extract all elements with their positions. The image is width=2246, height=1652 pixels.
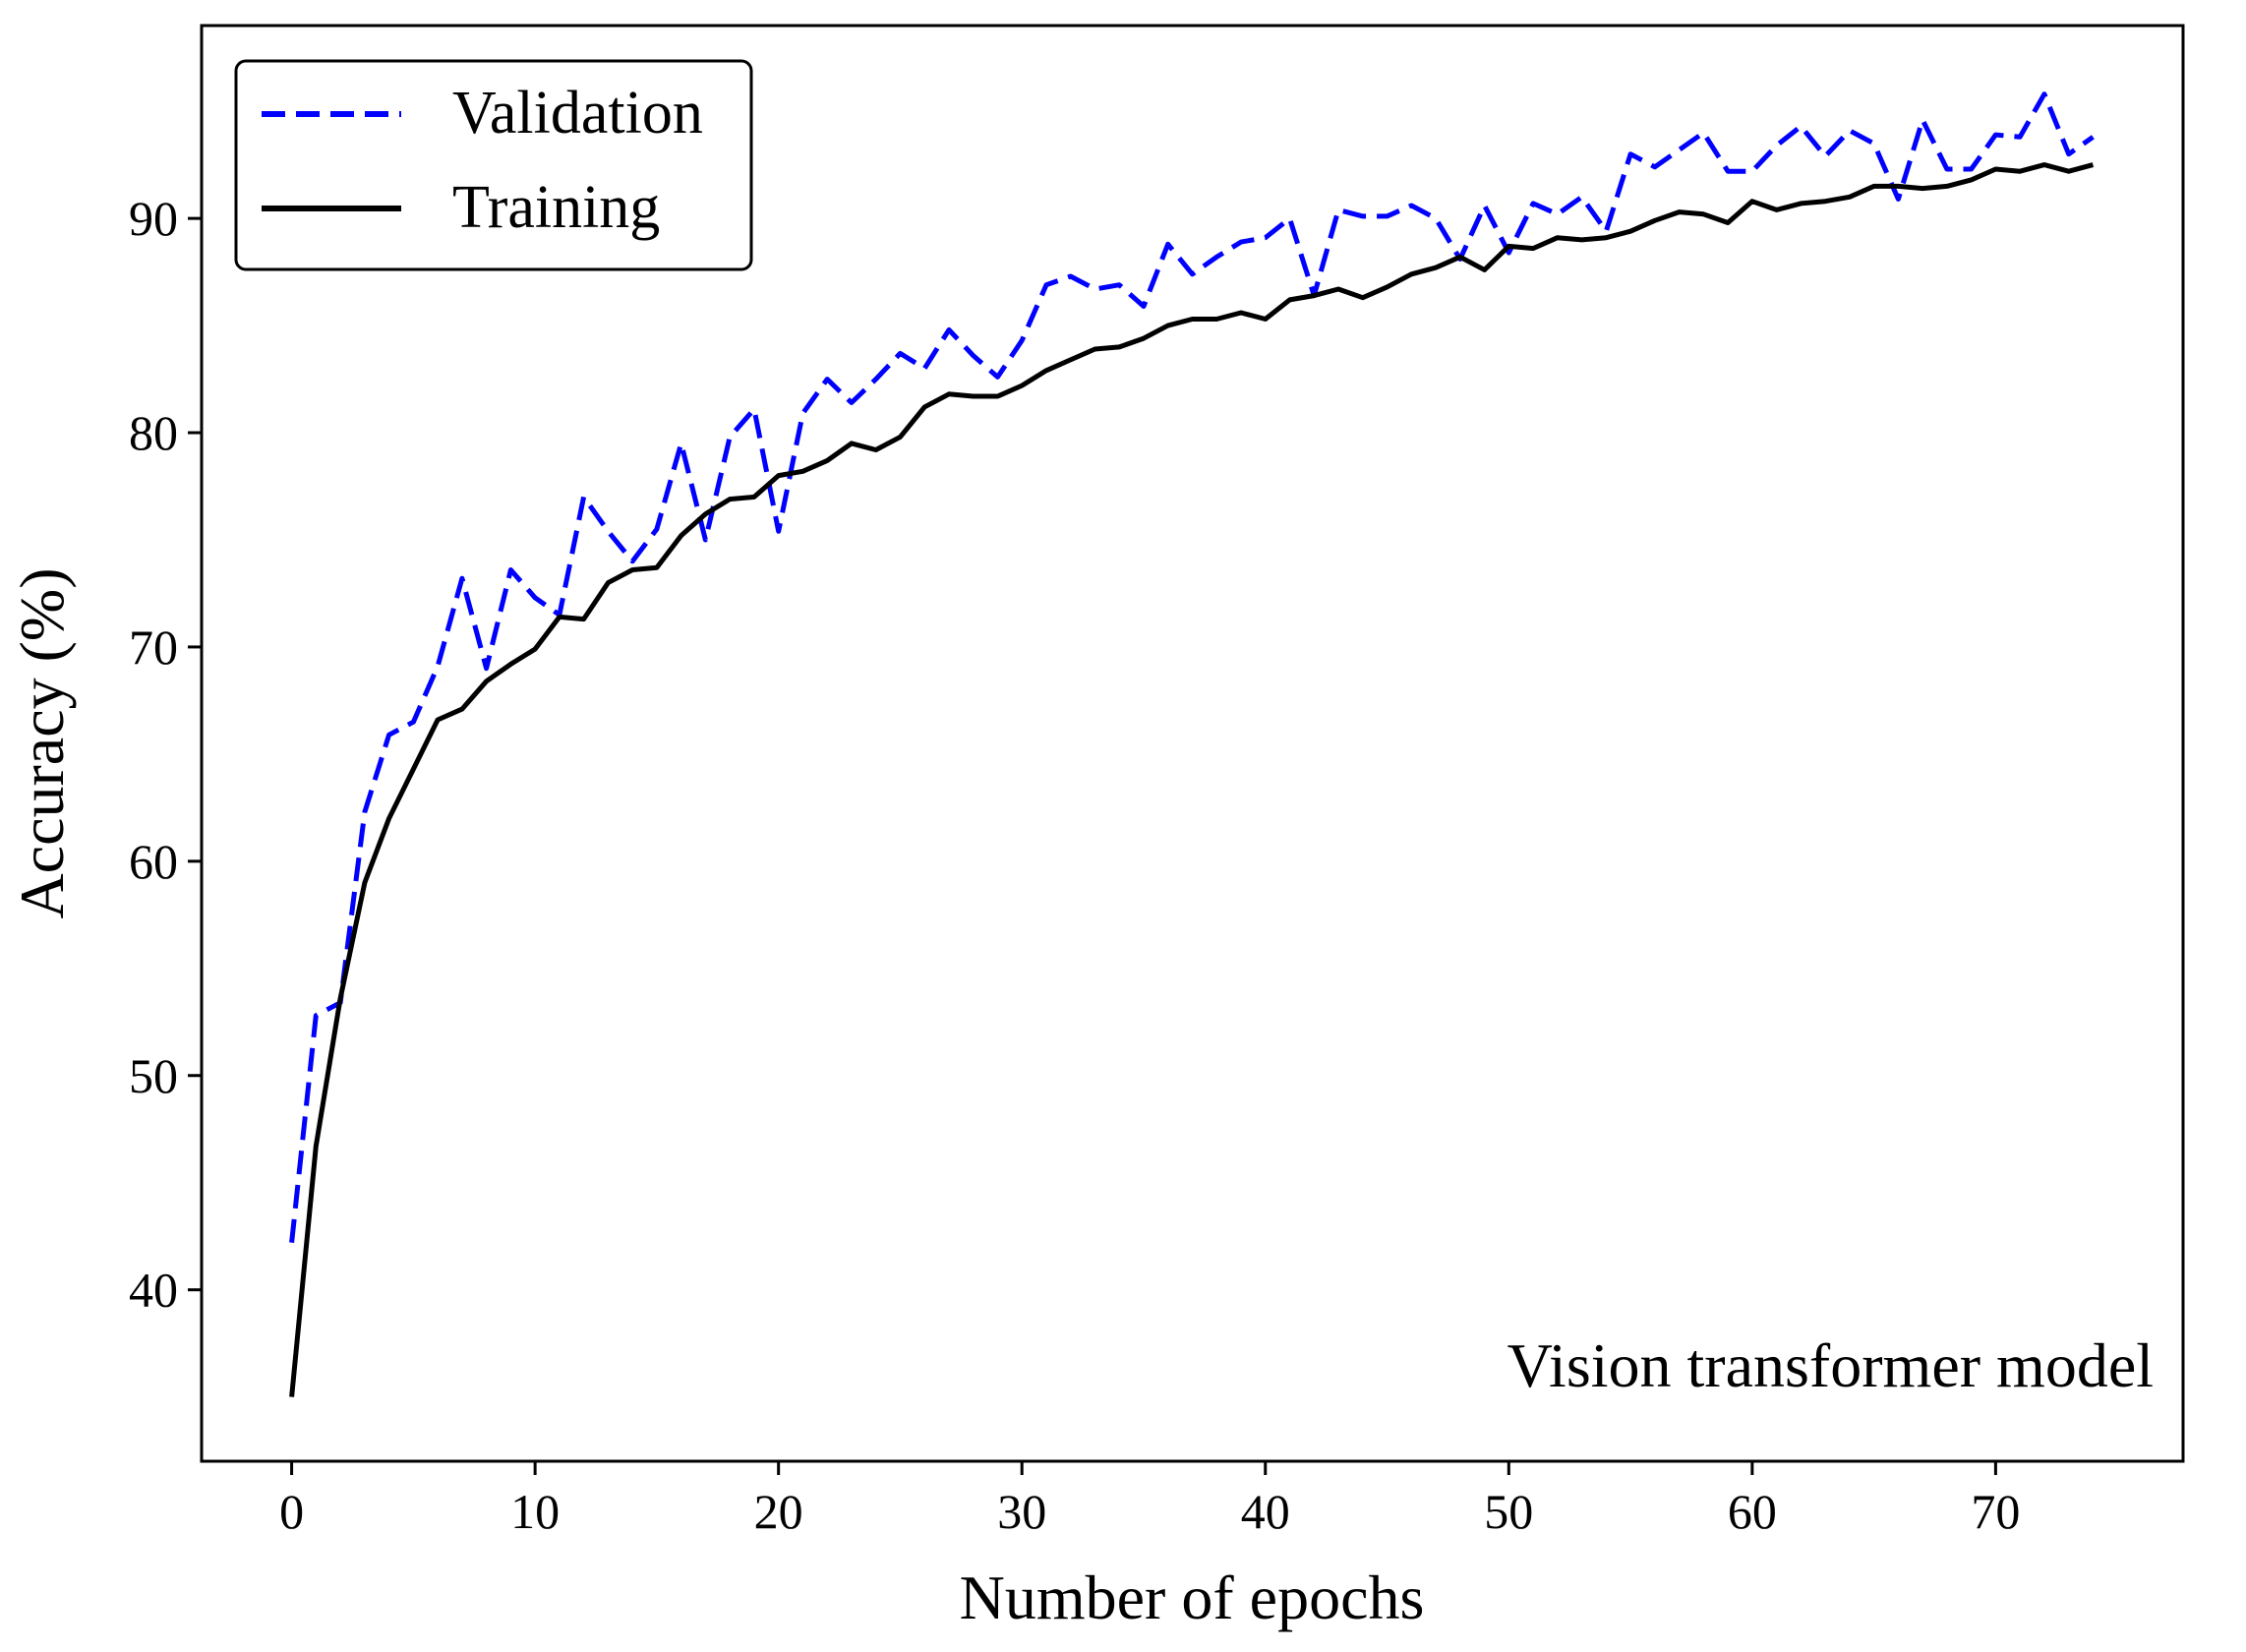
series-layer [289, 91, 2095, 1397]
x-tick-label-40: 40 [1241, 1484, 1290, 1539]
series-line-training [289, 162, 2095, 1397]
x-tick-label-10: 10 [510, 1484, 560, 1539]
x-axis-ticks: 0 10 20 30 40 50 60 70 [279, 1461, 2020, 1539]
y-tick-label-70: 70 [129, 620, 178, 675]
x-tick-label-60: 60 [1728, 1484, 1777, 1539]
series-line-validation [289, 91, 2095, 1243]
legend: Validation Training [234, 59, 753, 271]
legend-training-label: Training [452, 174, 660, 241]
plot-frame [200, 24, 2185, 1463]
y-tick-label-80: 80 [129, 405, 178, 460]
y-tick-label-40: 40 [129, 1263, 178, 1318]
legend-validation-label: Validation [452, 80, 703, 147]
y-tick-label-90: 90 [129, 191, 178, 246]
x-tick-label-50: 50 [1484, 1484, 1533, 1539]
y-axis-ticks: 40 50 60 70 80 90 [129, 191, 202, 1318]
x-tick-label-70: 70 [1971, 1484, 2020, 1539]
x-tick-label-0: 0 [279, 1484, 304, 1539]
y-axis-label: Accuracy (%) [7, 567, 77, 918]
x-axis-label: Number of epochs [960, 1563, 1425, 1632]
x-tick-label-20: 20 [754, 1484, 803, 1539]
y-tick-label-50: 50 [129, 1048, 178, 1103]
chart-annotation: Vision transformer model [1507, 1330, 2154, 1400]
x-tick-label-30: 30 [997, 1484, 1046, 1539]
y-tick-label-60: 60 [129, 834, 178, 889]
